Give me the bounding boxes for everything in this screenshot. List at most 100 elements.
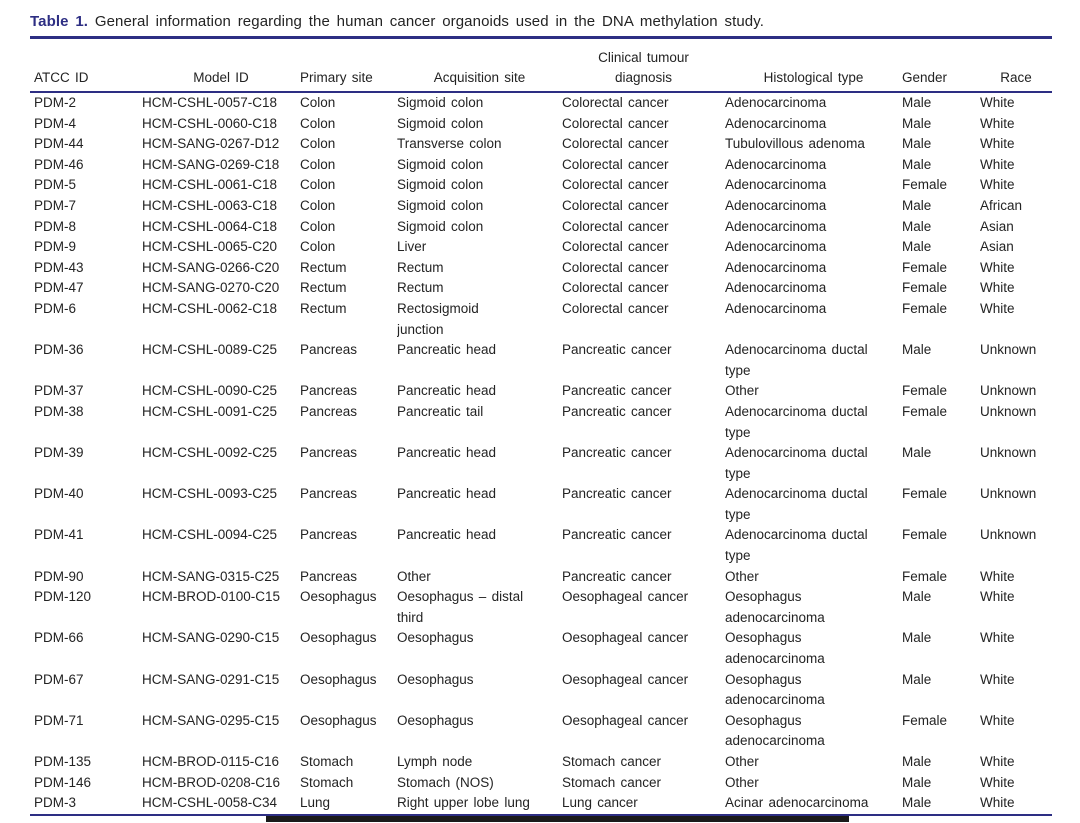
cell-histological_type: Other [725, 774, 759, 790]
cell-gender: Male [902, 218, 932, 234]
table-row: PDM-120 HCM-BROD-0100-C15 Oesophagus Oesoph… [30, 587, 1052, 628]
cell-atcc_id: PDM-36 [34, 342, 84, 358]
cell-race: White [980, 300, 1015, 316]
cell-clinical_tumour_diagnosis: Colorectal cancer [562, 197, 669, 213]
cell-clinical_tumour_diagnosis: Colorectal cancer [562, 280, 669, 296]
cell-primary_site: Lung [300, 795, 331, 811]
cell-model_id: HCM-SANG-0270-C20 [142, 280, 280, 296]
cell-histological_type: Tubulovillous adenoma [725, 136, 865, 152]
cell-model_id: HCM-CSHL-0092-C25 [142, 445, 278, 461]
cell-clinical_tumour_diagnosis: Pancreatic cancer [562, 486, 672, 502]
cell-gender: Female [902, 280, 948, 296]
organoid-info-table: ATCC ID Model ID Primary site Acquisitio… [30, 39, 1052, 816]
cell-primary_site: Colon [300, 156, 336, 172]
cell-gender: Male [902, 239, 932, 255]
cell-model_id: HCM-CSHL-0058-C34 [142, 795, 278, 811]
cell-histological_type: Oesophagus adenocarcinoma [725, 589, 825, 625]
cell-atcc_id: PDM-8 [34, 218, 77, 234]
table-row: PDM-41 HCM-CSHL-0094-C25 Pancreas Pancreati… [30, 525, 1052, 566]
cell-atcc_id: PDM-40 [34, 486, 84, 502]
cell-model_id: HCM-CSHL-0065-C20 [142, 239, 278, 255]
cell-primary_site: Stomach [300, 754, 354, 769]
cell-primary_site: Colon [300, 177, 336, 193]
cell-acquisition_site: Sigmoid colon [397, 156, 484, 172]
cell-clinical_tumour_diagnosis: Pancreatic cancer [562, 403, 672, 419]
cell-clinical_tumour_diagnosis: Colorectal cancer [562, 177, 669, 193]
cell-model_id: HCM-CSHL-0064-C18 [142, 218, 278, 234]
table-row: PDM-146 HCM-BROD-0208-C16 Stomach Stomach (… [30, 773, 1052, 794]
cell-histological_type: Adenocarcinoma ductal type [725, 527, 868, 564]
cell-histological_type: Adenocarcinoma [725, 95, 827, 110]
cell-race: White [980, 754, 1015, 769]
cell-model_id: HCM-SANG-0269-C18 [142, 156, 280, 172]
cell-atcc_id: PDM-9 [34, 239, 77, 255]
cell-atcc_id: PDM-47 [34, 280, 84, 296]
cell-acquisition_site: Liver [397, 239, 427, 255]
cell-atcc_id: PDM-71 [34, 712, 84, 728]
cell-model_id: HCM-CSHL-0060-C18 [142, 115, 278, 131]
cell-race: Unknown [980, 527, 1037, 543]
cell-gender: Female [902, 527, 948, 543]
cell-atcc_id: PDM-4 [34, 115, 77, 131]
cell-acquisition_site: Pancreatic head [397, 486, 497, 502]
cell-acquisition_site: Other [397, 568, 431, 584]
cell-race: White [980, 795, 1015, 811]
table-header: ATCC ID Model ID Primary site Acquisitio… [30, 39, 1052, 93]
cell-atcc_id: PDM-6 [34, 300, 77, 316]
cell-clinical_tumour_diagnosis: Colorectal cancer [562, 95, 669, 110]
cell-acquisition_site: Oesophagus – distal third [397, 589, 524, 625]
cell-clinical_tumour_diagnosis: Pancreatic cancer [562, 342, 672, 358]
cell-model_id: HCM-BROD-0208-C16 [142, 774, 281, 790]
cell-model_id: HCM-SANG-0291-C15 [142, 671, 280, 687]
cell-model_id: HCM-SANG-0290-C15 [142, 630, 280, 646]
cell-primary_site: Rectum [300, 259, 347, 275]
column-header-histological-type: Histological type [725, 39, 902, 93]
cell-atcc_id: PDM-44 [34, 136, 84, 152]
cell-primary_site: Pancreas [300, 445, 358, 461]
cell-histological_type: Adenocarcinoma [725, 177, 827, 193]
cell-atcc_id: PDM-3 [34, 795, 77, 811]
cell-primary_site: Pancreas [300, 383, 358, 399]
cell-model_id: HCM-CSHL-0091-C25 [142, 403, 278, 419]
cell-clinical_tumour_diagnosis: Lung cancer [562, 795, 638, 811]
cell-primary_site: Colon [300, 136, 336, 152]
cell-clinical_tumour_diagnosis: Pancreatic cancer [562, 568, 672, 584]
cell-race: White [980, 630, 1015, 646]
cell-histological_type: Other [725, 754, 759, 769]
cell-primary_site: Colon [300, 95, 336, 110]
cell-model_id: HCM-CSHL-0090-C25 [142, 383, 278, 399]
table-row: PDM-2 HCM-CSHL-0057-C18 Colon Sigmoid colon… [30, 92, 1052, 114]
cell-gender: Male [902, 774, 932, 790]
cell-acquisition_site: Stomach (NOS) [397, 774, 494, 790]
cell-clinical_tumour_diagnosis: Stomach cancer [562, 774, 662, 790]
cell-gender: Female [902, 259, 948, 275]
cell-atcc_id: PDM-146 [34, 774, 92, 790]
cell-atcc_id: PDM-39 [34, 445, 84, 461]
cell-primary_site: Colon [300, 115, 336, 131]
cell-gender: Female [902, 712, 948, 728]
cell-acquisition_site: Sigmoid colon [397, 95, 484, 110]
cell-gender: Female [902, 300, 948, 316]
cell-race: Asian [980, 218, 1014, 234]
cell-acquisition_site: Pancreatic head [397, 342, 497, 358]
cell-gender: Male [902, 136, 932, 152]
next-table-top-border [266, 816, 849, 822]
cell-clinical_tumour_diagnosis: Colorectal cancer [562, 156, 669, 172]
cell-model_id: HCM-CSHL-0089-C25 [142, 342, 278, 358]
table-row: PDM-67 HCM-SANG-0291-C15 Oesophagus Oesopha… [30, 670, 1052, 711]
cell-primary_site: Rectum [300, 300, 347, 316]
cell-acquisition_site: Sigmoid colon [397, 197, 484, 213]
cell-acquisition_site: Sigmoid colon [397, 177, 484, 193]
cell-acquisition_site: Sigmoid colon [397, 115, 484, 131]
table-row: PDM-5 HCM-CSHL-0061-C18 Colon Sigmoid colon… [30, 175, 1052, 196]
cell-primary_site: Rectum [300, 280, 347, 296]
cell-race: Unknown [980, 403, 1037, 419]
column-header-gender: Gender [902, 39, 980, 93]
table-row: PDM-90 HCM-SANG-0315-C25 Pancreas Other Panc… [30, 567, 1052, 588]
table-row: PDM-40 HCM-CSHL-0093-C25 Pancreas Pancreati… [30, 484, 1052, 525]
column-header-atcc-id: ATCC ID [30, 39, 142, 93]
column-header-primary-site: Primary site [300, 39, 397, 93]
cell-race: White [980, 568, 1015, 584]
cell-histological_type: Oesophagus adenocarcinoma [725, 630, 825, 667]
cell-acquisition_site: Oesophagus [397, 630, 474, 646]
